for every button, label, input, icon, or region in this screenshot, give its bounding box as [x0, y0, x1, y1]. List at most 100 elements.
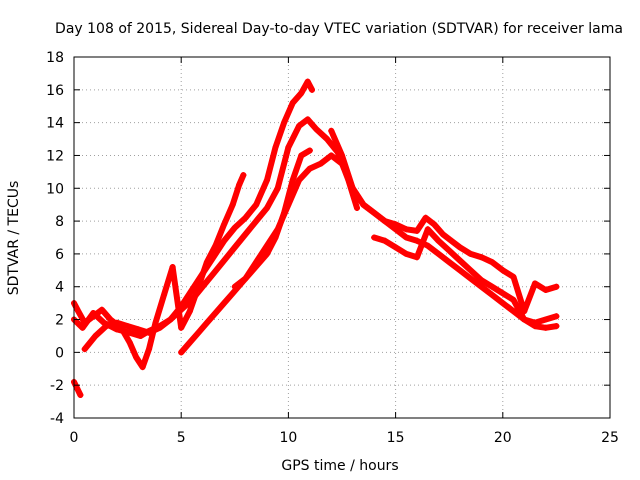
data-point [489, 291, 496, 298]
data-point [296, 177, 303, 184]
data-point [203, 319, 210, 326]
data-point [221, 257, 228, 264]
data-point [231, 283, 238, 290]
data-point [354, 204, 361, 211]
data-point [92, 332, 99, 339]
data-point [499, 300, 506, 307]
data-point [296, 122, 303, 129]
data-point [478, 283, 485, 290]
y-axis-label: SDTVAR / TECUs [6, 181, 22, 296]
data-point [414, 237, 421, 244]
y-tick-label: 8 [55, 214, 64, 230]
chart-title: Day 108 of 2015, Sidereal Day-to-day VTE… [55, 21, 623, 37]
data-point [146, 346, 153, 353]
data-point [195, 329, 202, 336]
data-point [126, 329, 133, 336]
data-point [499, 267, 506, 274]
data-point [103, 323, 110, 330]
data-point [371, 209, 378, 216]
data-point [392, 221, 399, 228]
data-point [186, 339, 193, 346]
data-point [328, 127, 335, 134]
data-point [188, 296, 195, 303]
data-point [424, 226, 431, 233]
x-tick-label: 5 [177, 430, 186, 446]
data-point [403, 234, 410, 241]
data-point [113, 319, 120, 326]
x-tick-label: 15 [387, 430, 405, 446]
series-layer [71, 78, 560, 399]
data-point [478, 277, 485, 284]
data-point [178, 306, 185, 313]
data-point [285, 201, 292, 208]
data-point [253, 201, 260, 208]
data-point [169, 264, 176, 271]
data-point [113, 326, 120, 333]
data-point [499, 290, 506, 297]
data-point [308, 86, 315, 93]
data-point [77, 392, 84, 399]
data-point [212, 309, 219, 316]
y-tick-label: 16 [46, 83, 64, 99]
data-point [107, 316, 114, 323]
x-tick-label: 0 [70, 430, 79, 446]
data-point [298, 90, 305, 97]
data-point [371, 234, 378, 241]
data-point [161, 291, 168, 298]
data-point [317, 160, 324, 167]
data-point [124, 323, 131, 330]
data-point [229, 201, 236, 208]
data-point [435, 237, 442, 244]
data-point [242, 275, 249, 282]
y-tick-label: 10 [46, 181, 64, 197]
data-point [210, 254, 217, 261]
data-point [253, 218, 260, 225]
data-point [306, 165, 313, 172]
data-point [339, 152, 345, 159]
data-point [137, 332, 144, 339]
y-tick-label: -4 [50, 411, 64, 427]
data-point [274, 185, 281, 192]
data-point [178, 324, 185, 331]
data-point [542, 324, 549, 331]
data-point [553, 323, 560, 330]
y-tick-label: 4 [55, 280, 64, 296]
data-point [298, 152, 305, 159]
data-point [210, 270, 217, 277]
data-point [263, 177, 270, 184]
data-point [188, 287, 195, 294]
data-point [439, 231, 446, 238]
data-point [199, 270, 206, 277]
y-tick-label: 12 [46, 148, 64, 164]
data-point [126, 339, 133, 346]
data-point [510, 308, 517, 315]
y-tick-label: 0 [55, 345, 64, 361]
data-point [403, 226, 410, 233]
data-point [221, 237, 228, 244]
data-point [178, 349, 185, 356]
data-point [422, 214, 429, 221]
data-point [489, 259, 496, 266]
data-point [489, 283, 496, 290]
y-tick-label: 14 [46, 116, 64, 132]
y-tick-label: 6 [55, 247, 64, 263]
data-point [90, 309, 97, 316]
data-point [431, 221, 438, 228]
data-point [186, 308, 193, 315]
data-point [360, 201, 367, 208]
data-point [167, 316, 174, 323]
data-point [304, 116, 311, 123]
data-point [381, 237, 388, 244]
y-tick-label: 18 [46, 50, 64, 66]
data-point [272, 144, 279, 151]
data-point [133, 354, 140, 361]
data-point [139, 364, 146, 371]
data-point [240, 172, 247, 179]
data-point [328, 152, 335, 159]
data-point [199, 283, 206, 290]
data-point [221, 300, 228, 307]
ticks: 0 5 10 15 20 25 -4 -2 0 2 4 6 8 10 12 14 16 18 [46, 50, 619, 446]
